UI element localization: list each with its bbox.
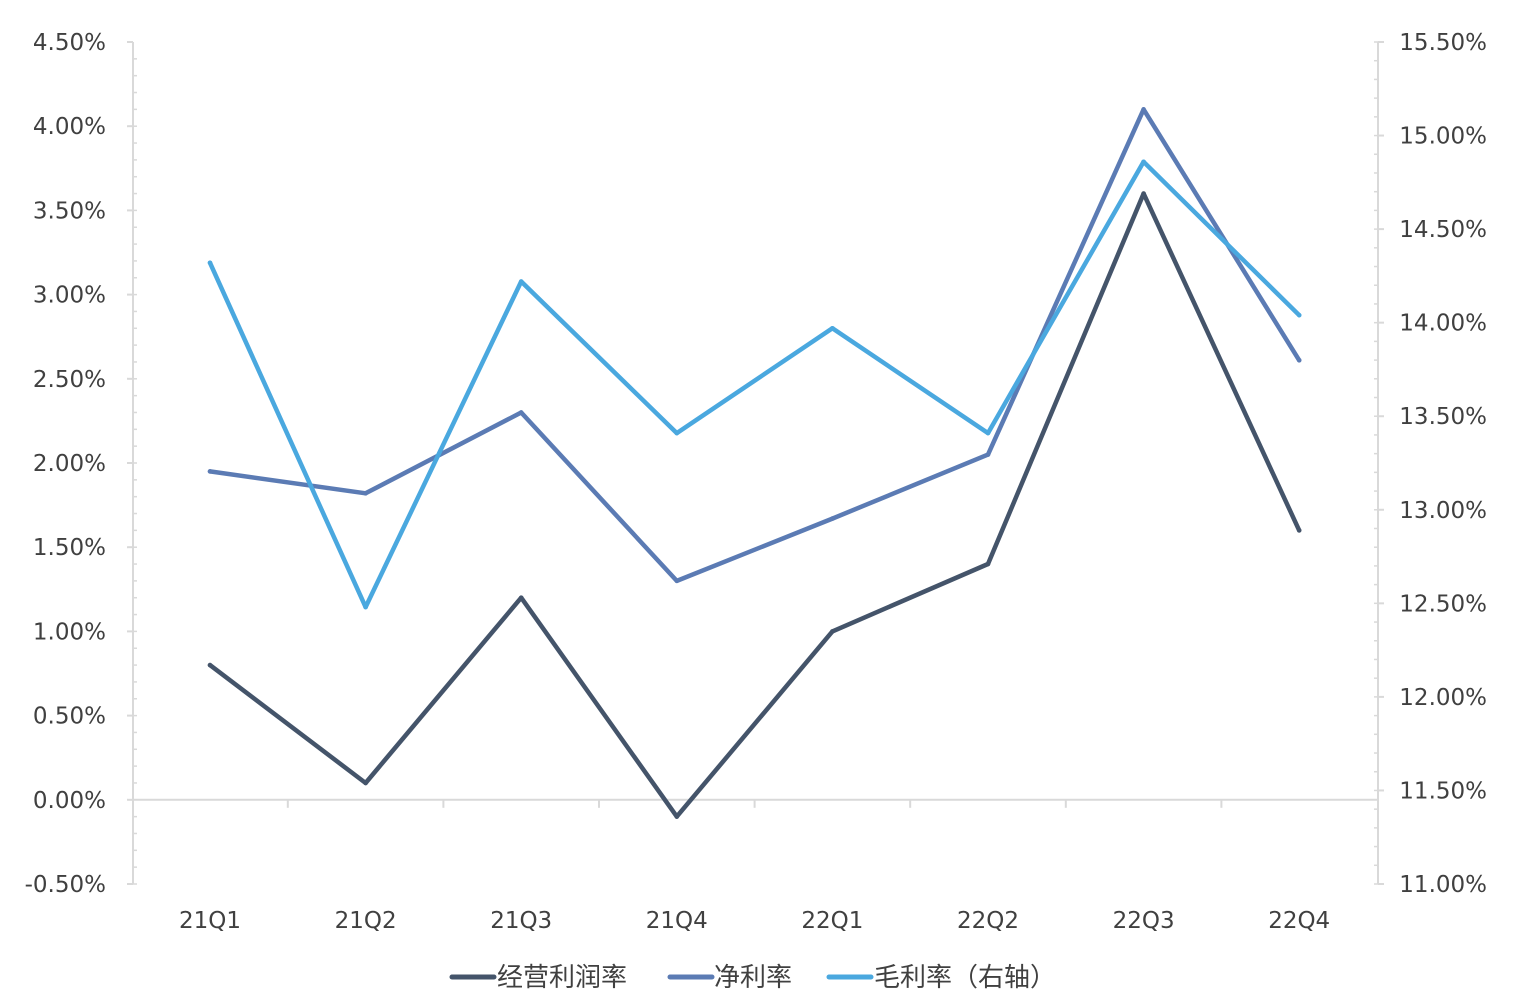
- left-axis-tick-label: 2.50%: [33, 367, 106, 393]
- x-axis-category-label: 22Q4: [1268, 908, 1330, 934]
- series-1-point: [207, 662, 213, 668]
- series-2-point: [207, 469, 213, 474]
- series-2-point: [363, 491, 368, 496]
- series-line-2: [207, 107, 1302, 584]
- left-axis-tick-label: 1.00%: [33, 619, 106, 645]
- series-3-point: [830, 325, 835, 331]
- right-axis-tick-label: 12.50%: [1399, 591, 1487, 617]
- series-3-point: [985, 430, 991, 436]
- x-axis-category-label: 22Q2: [957, 908, 1019, 934]
- series-1-point: [1141, 191, 1146, 196]
- series-2-point: [1296, 357, 1302, 363]
- series-3-point: [363, 604, 368, 610]
- series-3-point: [518, 279, 524, 284]
- series-2-point: [985, 452, 991, 457]
- left-axis-tick-label: 0.50%: [33, 704, 106, 730]
- series-line-3: [207, 159, 1302, 610]
- series-3-point: [1141, 159, 1146, 165]
- series-1-point: [363, 780, 368, 786]
- left-axis-tick-label: 4.00%: [33, 114, 106, 140]
- series-3-point: [1296, 312, 1302, 318]
- legend-label-2: 净利率: [714, 963, 792, 993]
- left-axis-tick-label: 0.00%: [33, 788, 106, 814]
- left-axis-tick-label: 1.50%: [33, 535, 106, 561]
- right-axis-tick-label: 12.00%: [1399, 685, 1487, 711]
- series-1-point: [674, 814, 680, 819]
- series-1-point: [518, 595, 524, 601]
- chart-legend: 经营利润率 净利率 毛利率（右轴）: [449, 963, 1056, 993]
- right-axis-tick-labels: 11.00% 11.50% 12.00% 12.50% 13.00% 13.50% 14.0…: [1399, 30, 1487, 898]
- legend-label-3: 毛利率（右轴）: [874, 963, 1056, 993]
- x-axis-category-label: 21Q3: [490, 908, 552, 934]
- series-1-point: [1296, 528, 1302, 533]
- x-axis-category-label: 21Q2: [335, 908, 397, 934]
- right-axis-tick-label: 15.50%: [1399, 30, 1487, 56]
- left-axis-tick-labels: -0.50% 0.00% 0.50% 1.00% 1.50% 2.00% 2.50% 3.00…: [25, 30, 106, 898]
- legend-label-1: 经营利润率: [497, 963, 627, 993]
- series-1-point: [830, 629, 835, 634]
- series-2-point: [1141, 107, 1146, 112]
- left-axis-tick-label: -0.50%: [25, 872, 106, 898]
- x-axis-category-label: 21Q1: [179, 908, 241, 934]
- right-axis-tick-label: 11.00%: [1399, 872, 1487, 898]
- series-1-point: [985, 561, 991, 567]
- x-axis-category-label: 22Q3: [1113, 908, 1175, 934]
- series-3-point: [674, 430, 680, 436]
- right-axis-tick-label: 14.00%: [1399, 311, 1487, 337]
- left-axis-tick-label: 2.00%: [33, 451, 106, 477]
- left-axis-tick-label: 3.00%: [33, 283, 106, 309]
- series-2-point: [830, 516, 835, 521]
- series-3-point: [207, 260, 213, 266]
- series-lines: [207, 107, 1302, 819]
- left-axis-tick-label: 4.50%: [33, 30, 106, 56]
- right-axis-tick-label: 13.00%: [1399, 498, 1487, 524]
- series-2-point: [518, 410, 524, 415]
- x-axis-category-label: 21Q4: [646, 908, 708, 934]
- right-axis-tick-label: 14.50%: [1399, 217, 1487, 243]
- x-axis-category-labels: 21Q1 21Q2 21Q3 21Q4 22Q1 22Q2 22Q3 22Q4: [179, 908, 1330, 934]
- right-axis-tick-label: 15.00%: [1399, 124, 1487, 150]
- x-axis-category-label: 22Q1: [801, 908, 863, 934]
- series-2-point: [674, 578, 680, 584]
- chart-axes: [127, 41, 1384, 885]
- right-axis-tick-label: 13.50%: [1399, 404, 1487, 430]
- series-line-1: [207, 191, 1302, 819]
- left-axis-tick-label: 3.50%: [33, 198, 106, 224]
- right-axis-tick-label: 11.50%: [1399, 778, 1487, 804]
